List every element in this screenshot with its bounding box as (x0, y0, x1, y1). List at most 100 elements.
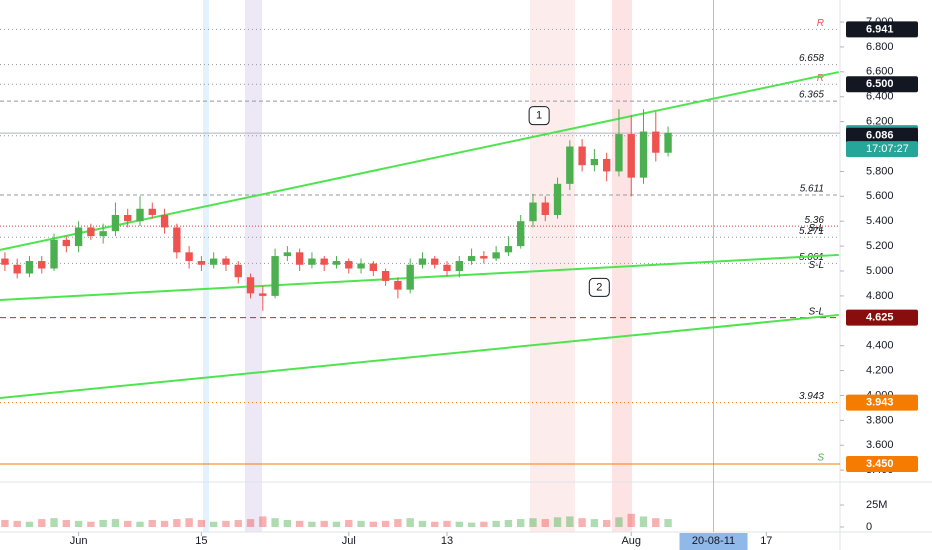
candle-body (25, 261, 34, 274)
x-tick-label: Jun (70, 535, 88, 547)
candle-body (332, 261, 341, 265)
volume-bar (431, 521, 439, 527)
candle-body (578, 146, 586, 166)
price-tag-label: 3.943 (866, 396, 894, 408)
y-tick-label: 5.600 (866, 190, 894, 202)
volume-bar (406, 518, 414, 527)
level-note: 6.365 (799, 90, 824, 101)
candle-body (455, 261, 463, 271)
trendline (0, 313, 839, 399)
x-tick-label: 15 (195, 535, 207, 547)
callout-label: 2 (596, 281, 602, 293)
volume-bar (394, 519, 402, 527)
candle-body (308, 258, 316, 265)
candle-body (345, 261, 353, 269)
volume-bar (160, 520, 169, 527)
candle-body (369, 263, 378, 271)
volume-bar (590, 519, 599, 527)
level-note: 5.611 (800, 184, 824, 195)
candle-body (553, 183, 562, 215)
volume-bar (210, 521, 218, 527)
volume-bar (455, 521, 463, 527)
candle-body (99, 231, 107, 237)
volume-bar (1, 519, 9, 527)
volume-bar (271, 518, 279, 527)
y-tick-label: 5.000 (866, 265, 894, 277)
volume-bar (246, 519, 255, 527)
candle-body (13, 264, 21, 274)
candle-body (602, 158, 611, 172)
callout-box (528, 106, 550, 126)
y-tick-label: 6.200 (866, 116, 894, 128)
volume-bar (492, 520, 500, 527)
volume-bar (222, 520, 230, 527)
volume-bar (173, 519, 181, 527)
candle-body (652, 131, 660, 153)
volume-bar (234, 519, 242, 527)
candle-body (74, 227, 83, 247)
candle-body (295, 252, 304, 265)
level-note: 3.943 (799, 391, 824, 402)
candle-body (283, 252, 292, 257)
candle-body (357, 263, 365, 269)
candle-body (320, 258, 328, 265)
candle-body (443, 264, 451, 271)
volume-bar (369, 521, 378, 527)
volume-bar (295, 520, 304, 527)
candle-body (173, 227, 181, 253)
level-note: 5.061 (799, 252, 824, 263)
callout-box (588, 277, 610, 297)
volume-bar (504, 519, 513, 527)
candle-body (517, 221, 525, 247)
price-tag (846, 76, 918, 93)
candle-body (62, 239, 70, 247)
volume-bar (615, 517, 623, 527)
candle-body (185, 252, 193, 262)
volume-bar (50, 518, 58, 527)
volume-bar (443, 520, 451, 527)
volume-bar (320, 520, 328, 527)
y-tick-label: 6.400 (866, 91, 894, 103)
countdown: 17:07:27 (866, 143, 909, 155)
crosshair-label-box (679, 533, 748, 550)
volume-bar (283, 519, 292, 527)
candle-body (1, 258, 9, 265)
volume-bar (602, 519, 611, 527)
volume-bar (381, 520, 390, 527)
candle-body (664, 132, 672, 153)
y-tick-label: 3.800 (866, 414, 894, 426)
volume-tick-label: 0 (866, 521, 872, 533)
volume-bar (74, 520, 83, 527)
volume-bar (627, 513, 635, 527)
y-tick-label: 4.200 (866, 364, 894, 376)
candle-body (160, 214, 169, 228)
candle-body (529, 202, 537, 222)
band (203, 0, 209, 532)
candle-body (259, 293, 267, 296)
price-tag-label: 4.625 (866, 312, 894, 324)
volume-bar (87, 521, 95, 527)
candle-body (394, 280, 402, 290)
volume-bar (259, 516, 267, 527)
level-note: 5.271 (799, 226, 824, 237)
volume-bar (99, 519, 107, 527)
level-note: S-L (808, 223, 824, 234)
y-tick-label: 6.800 (866, 41, 894, 53)
level-note: S (817, 453, 824, 464)
y-tick-label: 4.800 (866, 290, 894, 302)
candle-body (197, 261, 206, 265)
candle-body (234, 264, 242, 278)
volume-bar (38, 519, 46, 527)
volume-bar (332, 521, 341, 527)
volume-bar (185, 518, 193, 527)
price-tag-label: 6.086 (866, 130, 894, 142)
volume-tick-label: 25M (866, 499, 887, 511)
candle-body (87, 227, 95, 237)
callout-label: 1 (536, 110, 542, 122)
y-tick-label: 4.400 (866, 340, 894, 352)
candle-body (124, 214, 132, 222)
candle-body (627, 134, 635, 178)
volume-bar (541, 519, 549, 527)
candle-body (38, 261, 46, 269)
